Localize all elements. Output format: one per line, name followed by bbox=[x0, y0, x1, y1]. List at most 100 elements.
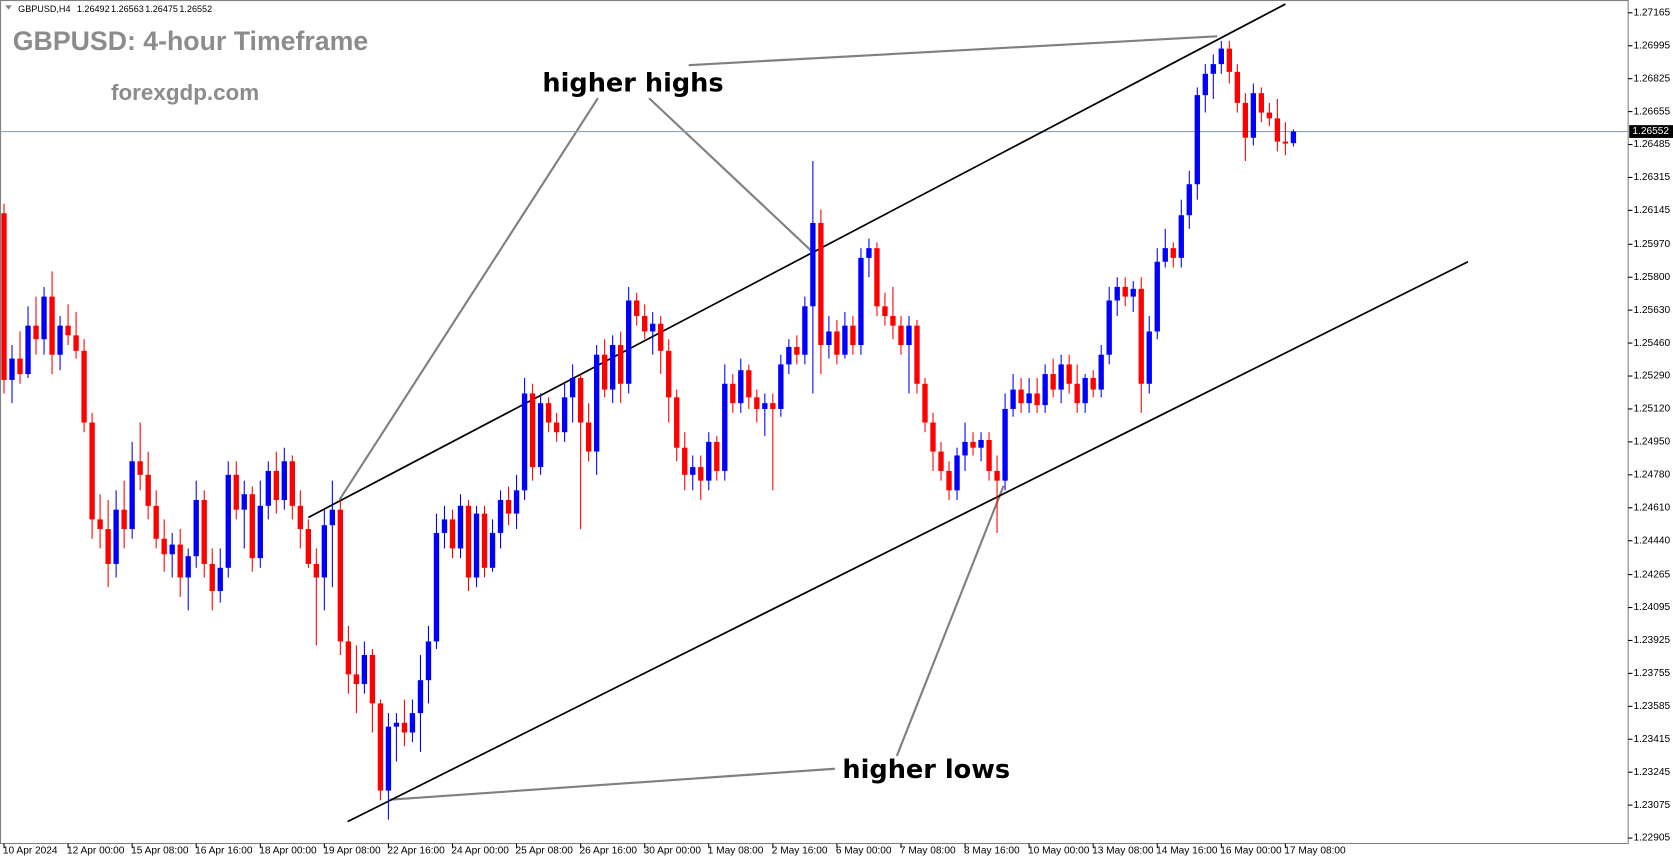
x-tick-label: 14 May 16:00 bbox=[1156, 846, 1218, 857]
symbol-icon bbox=[5, 5, 12, 10]
candle-body bbox=[457, 505, 464, 549]
candle-body bbox=[465, 505, 472, 578]
candle-body bbox=[433, 532, 440, 642]
candle-body bbox=[361, 654, 368, 685]
candle-body bbox=[1010, 389, 1016, 409]
pointer-line bbox=[389, 767, 835, 801]
candle-body bbox=[778, 364, 784, 409]
y-tick-label: 1.25970 bbox=[1633, 239, 1670, 250]
candle-body bbox=[401, 722, 408, 733]
candle-body bbox=[57, 325, 63, 355]
candle-body bbox=[577, 377, 584, 423]
candle-body bbox=[1290, 131, 1297, 144]
candle-body bbox=[1130, 288, 1136, 297]
candle-body bbox=[209, 563, 215, 592]
candle-body bbox=[217, 567, 223, 592]
candle-body bbox=[1154, 261, 1160, 332]
candle-body bbox=[153, 505, 159, 539]
x-tick-label: 6 May 00:00 bbox=[836, 846, 892, 857]
candle-body bbox=[193, 500, 199, 557]
candle-body bbox=[1162, 248, 1168, 262]
y-tick-label: 1.24610 bbox=[1633, 502, 1670, 513]
candle-body bbox=[497, 500, 504, 533]
candle-body bbox=[225, 474, 231, 568]
x-tick-label: 18 Apr 00:00 bbox=[259, 846, 317, 857]
y-tick-label: 1.23415 bbox=[1633, 734, 1670, 745]
candle-body bbox=[185, 556, 191, 578]
candle-body bbox=[585, 422, 592, 452]
candle-body bbox=[537, 403, 544, 468]
candle-body bbox=[1002, 408, 1008, 481]
candle-body bbox=[1250, 93, 1257, 138]
candle-body bbox=[1106, 300, 1112, 355]
candle-body bbox=[561, 397, 568, 433]
header-close: 1.26552 bbox=[179, 4, 212, 14]
candle-body bbox=[746, 370, 752, 398]
candle-body bbox=[954, 455, 960, 491]
y-tick-label: 1.23755 bbox=[1633, 668, 1670, 679]
candle-body bbox=[690, 467, 696, 475]
candle-body bbox=[642, 315, 648, 332]
candle-body bbox=[409, 713, 416, 733]
x-tick-label: 16 Apr 16:00 bbox=[195, 846, 253, 857]
candle-body bbox=[73, 335, 79, 351]
candle-body bbox=[650, 323, 656, 332]
candle-body bbox=[986, 439, 992, 471]
candle-body bbox=[505, 500, 512, 514]
y-tick-label: 1.26655 bbox=[1633, 106, 1670, 117]
pointer-line bbox=[648, 97, 813, 252]
candle-body bbox=[241, 494, 247, 510]
candle-body bbox=[1202, 73, 1208, 96]
candle-body bbox=[329, 509, 336, 526]
candle-body bbox=[265, 470, 271, 506]
annotation: higher highs bbox=[542, 68, 723, 98]
x-tick-label: 17 May 08:00 bbox=[1284, 846, 1346, 857]
y-tick-label: 1.25460 bbox=[1633, 338, 1670, 349]
candle-body bbox=[129, 461, 135, 530]
candle-body bbox=[834, 331, 840, 355]
candle-body bbox=[345, 641, 352, 675]
candle-body bbox=[874, 248, 880, 307]
candle-body bbox=[890, 315, 896, 326]
candle-body bbox=[425, 641, 432, 681]
candle-body bbox=[393, 722, 400, 727]
header-open: 1.26492 bbox=[77, 4, 110, 14]
y-tick-label: 1.26315 bbox=[1633, 172, 1670, 183]
candle-body bbox=[81, 350, 87, 423]
candle-body bbox=[1266, 112, 1273, 119]
header-symbol: GBPUSD,H4 bbox=[18, 4, 70, 14]
candle-body bbox=[257, 505, 263, 559]
candle-body bbox=[137, 461, 143, 475]
candle-body bbox=[49, 296, 55, 355]
trend-line bbox=[307, 3, 1286, 519]
candle-body bbox=[1218, 48, 1224, 65]
candle-body bbox=[449, 519, 456, 549]
candle-body bbox=[938, 451, 944, 471]
candle-body bbox=[105, 529, 111, 564]
candle-body bbox=[1210, 64, 1216, 74]
candle-body bbox=[385, 726, 392, 791]
candle-body bbox=[1090, 377, 1096, 390]
candle-body bbox=[89, 422, 95, 520]
x-tick-label: 30 Apr 00:00 bbox=[644, 846, 702, 857]
candle-body bbox=[962, 441, 968, 456]
candle-body bbox=[1082, 377, 1088, 404]
candle-body bbox=[553, 422, 560, 433]
candle-body bbox=[906, 325, 912, 346]
candle-body bbox=[714, 441, 720, 471]
candle-body bbox=[489, 532, 496, 568]
candle-body bbox=[730, 383, 736, 404]
candle-body bbox=[1058, 364, 1064, 390]
x-tick-label: 7 May 08:00 bbox=[900, 846, 956, 857]
candle-body bbox=[682, 447, 688, 475]
header-low: 1.26475 bbox=[145, 4, 178, 14]
y-tick-label: 1.27165 bbox=[1633, 7, 1670, 18]
candle-body bbox=[481, 513, 488, 568]
candle-body bbox=[297, 505, 303, 530]
candle-body bbox=[353, 674, 360, 685]
candle-body bbox=[762, 403, 768, 409]
candle-body bbox=[1282, 141, 1289, 144]
candle-body bbox=[914, 325, 920, 384]
candle-body bbox=[754, 397, 760, 409]
